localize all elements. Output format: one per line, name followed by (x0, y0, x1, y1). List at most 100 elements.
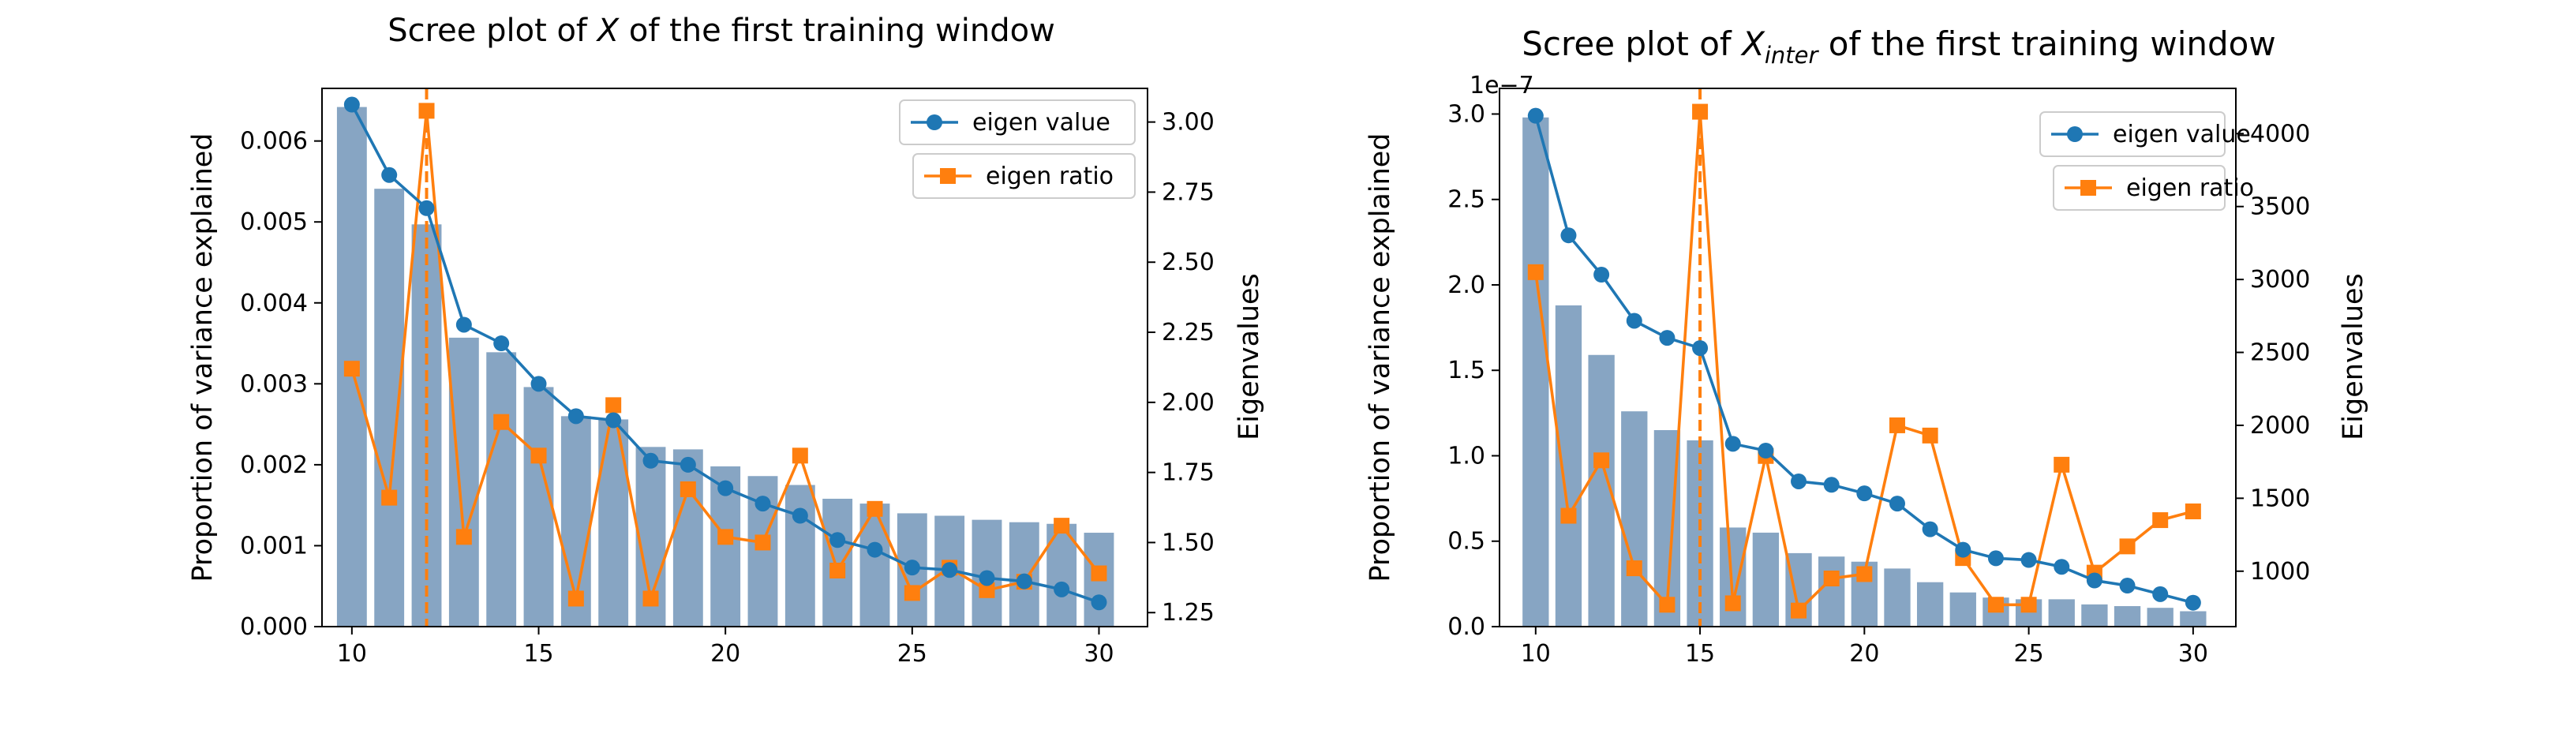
eigen-value-point-2-10 (1527, 107, 1544, 124)
eigen-ratio-point-1-24 (867, 500, 883, 517)
y-tick-label-right-2-2: 2000 (2250, 412, 2310, 440)
eigen-ratio-point-1-12 (418, 103, 435, 119)
y-tick-label-left-1-1: 0.001 (240, 532, 308, 560)
y-tick-label-right-1-6: 2.75 (1162, 178, 1215, 206)
y-tick-label-right-2-6: 4000 (2250, 120, 2310, 148)
eigen-value-point-2-30 (2185, 594, 2201, 611)
legend-label-1-1: eigen value (972, 109, 1110, 137)
x-tick-label-1-20: 20 (710, 640, 740, 668)
eigen-ratio-point-1-29 (1054, 518, 1070, 534)
eigen-ratio-point-1-19 (680, 481, 696, 497)
eigen-value-point-2-26 (2054, 559, 2070, 575)
eigen-ratio-point-1-14 (493, 414, 510, 430)
y-tick-label-left-1-4: 0.004 (240, 290, 308, 317)
chart-title-2-pre: Scree plot of (1522, 24, 1742, 63)
eigen-ratio-point-2-12 (1593, 452, 1610, 469)
eigen-ratio-point-2-25 (2020, 597, 2037, 613)
bar-1-19 (672, 449, 703, 627)
legend-marker-2-2 (2080, 180, 2096, 196)
eigen-ratio-point-1-27 (979, 582, 995, 598)
x-tick-label-2-15: 15 (1685, 640, 1715, 668)
eigen-value-point-2-29 (2152, 586, 2169, 602)
legend-label-2-2: eigen ratio (2126, 174, 2254, 202)
y-tick-label-left-2-4: 2.0 (1447, 271, 1485, 299)
y-tick-label-right-2-4: 3000 (2250, 266, 2310, 294)
eigen-ratio-point-1-30 (1091, 565, 1107, 582)
y-tick-label-right-2-0: 1000 (2250, 558, 2310, 586)
y-tick-label-left-2-6: 3.0 (1447, 100, 1485, 128)
bar-2-13 (1621, 411, 1648, 627)
eigen-value-point-1-25 (904, 560, 920, 576)
bar-2-11 (1555, 305, 1582, 627)
y-axis-label-left-1: Proportion of variance explained (187, 133, 219, 582)
bar-1-17 (598, 419, 629, 627)
bar-1-24 (859, 504, 890, 627)
eigen-ratio-point-2-26 (2054, 456, 2070, 473)
eigen-ratio-point-1-15 (530, 447, 547, 464)
y-tick-label-right-1-3: 2.00 (1162, 389, 1215, 417)
eigen-ratio-point-2-16 (1724, 595, 1741, 612)
x-tick-label-1-25: 25 (897, 640, 927, 668)
eigen-value-point-2-19 (1823, 477, 1840, 493)
eigen-value-point-1-13 (455, 316, 472, 333)
eigen-ratio-point-1-22 (792, 447, 808, 464)
eigen-ratio-point-1-13 (455, 529, 472, 545)
bar-1-15 (523, 387, 554, 627)
bar-1-11 (374, 189, 405, 627)
eigen-value-point-1-23 (829, 532, 846, 548)
legend-box-1-1 (899, 99, 1136, 145)
eigen-value-point-2-15 (1692, 340, 1709, 357)
bar-2-23 (1949, 592, 1976, 627)
eigen-ratio-point-1-21 (754, 534, 771, 551)
eigen-value-point-1-28 (1016, 573, 1032, 590)
bar-2-28 (2114, 606, 2141, 627)
chart-title-1: Scree plot of X of the first training wi… (388, 13, 1055, 49)
eigen-ratio-point-1-25 (904, 585, 920, 601)
eigen-ratio-point-1-23 (829, 562, 846, 578)
bar-2-10 (1522, 117, 1549, 627)
y-tick-label-right-1-1: 1.50 (1162, 529, 1215, 556)
eigen-value-point-1-12 (418, 200, 435, 216)
eigen-value-point-2-16 (1724, 436, 1741, 452)
eigen-ratio-point-2-14 (1659, 597, 1676, 613)
bar-2-19 (1818, 556, 1845, 627)
eigen-value-point-2-28 (2119, 578, 2136, 594)
eigen-ratio-point-1-18 (642, 590, 659, 607)
eigen-value-point-1-30 (1091, 594, 1107, 611)
legend-marker-1-2 (940, 168, 956, 184)
y-tick-label-left-2-0: 0.0 (1447, 613, 1485, 641)
bar-2-16 (1720, 527, 1747, 627)
eigen-ratio-point-1-17 (605, 397, 622, 414)
eigen-value-point-1-16 (567, 408, 584, 425)
eigen-value-point-2-13 (1626, 313, 1642, 329)
chart-panel-1: 10 15 20 25 30 0.000 0.001 0.002 0.003 0.004 0.005… (187, 88, 1265, 668)
y-tick-label-left-2-3: 1.5 (1447, 357, 1485, 384)
eigen-value-point-1-24 (867, 541, 883, 558)
y-tick-label-right-2-3: 2500 (2250, 339, 2310, 367)
eigen-ratio-point-2-19 (1823, 571, 1840, 587)
eigen-value-point-1-22 (792, 507, 808, 524)
legend-label-2-1: eigen value (2113, 121, 2251, 148)
y-tick-label-left-2-1: 0.5 (1447, 528, 1485, 556)
bar-2-26 (2048, 599, 2075, 627)
y-axis-label-right-2: Eigenvalues (2338, 273, 2369, 440)
chart-title-2-symbol: X (1740, 24, 1765, 63)
legend-box-2-2 (2053, 165, 2226, 211)
eigen-value-point-1-26 (942, 562, 958, 578)
y-tick-label-right-1-7: 3.00 (1162, 109, 1215, 137)
eigen-value-point-2-25 (2020, 552, 2037, 568)
eigen-value-point-1-15 (530, 376, 547, 392)
bar-2-27 (2081, 604, 2108, 627)
legend-marker-1-1 (927, 114, 942, 130)
eigen-ratio-point-2-22 (1922, 427, 1938, 444)
bar-2-17 (1752, 532, 1780, 627)
bar-2-15 (1687, 440, 1713, 627)
y-tick-label-left-1-5: 0.005 (240, 208, 308, 236)
eigen-ratio-point-2-30 (2185, 503, 2201, 519)
eigen-ratio-point-2-15 (1692, 103, 1709, 120)
bar-2-21 (1884, 568, 1911, 627)
y-tick-label-left-1-6: 0.006 (240, 128, 308, 155)
x-tick-label-2-30: 30 (2178, 640, 2208, 668)
eigen-ratio-point-2-13 (1626, 560, 1642, 577)
eigen-value-point-1-29 (1054, 581, 1070, 597)
